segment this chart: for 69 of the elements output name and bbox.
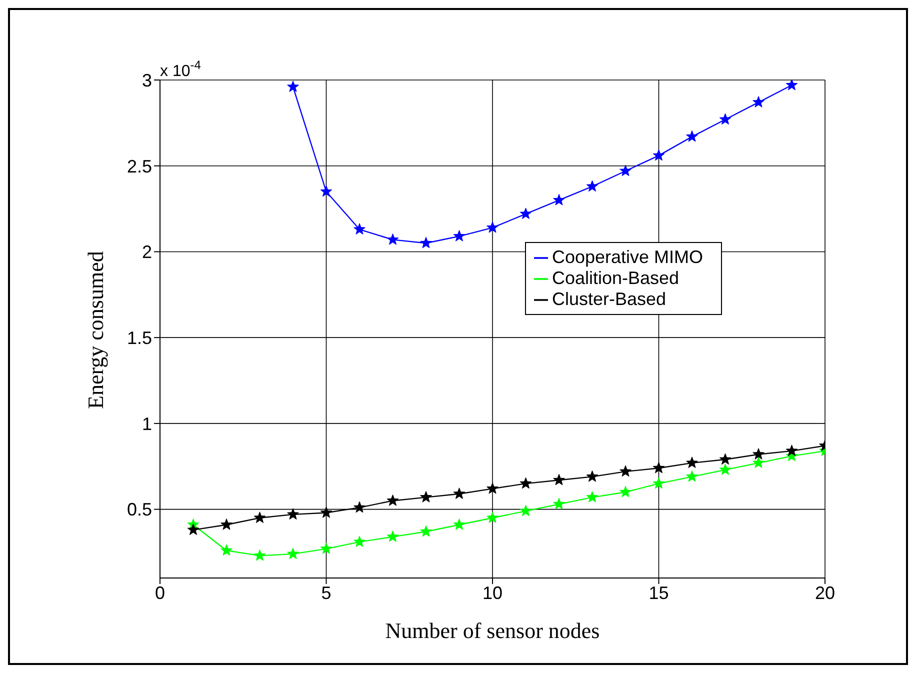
point [520,504,532,516]
point [553,474,565,486]
point [420,491,432,502]
y-tick-label: 0.5 [126,500,152,520]
point [620,486,632,498]
y-tick-label: 2.5 [126,156,152,176]
point [354,501,366,513]
y-tick-label: 3 [142,70,152,90]
point [686,456,698,468]
point [420,525,432,537]
point [486,512,498,523]
point [453,230,466,242]
point [686,130,698,142]
point [620,465,632,477]
point [287,508,299,520]
legend-label: Cluster-Based [552,289,666,309]
point [586,491,598,502]
annotation: x 10$^{-4}$ [160,58,202,80]
point [686,470,698,482]
point [220,518,232,530]
legend-label: Cooperative MIMO [552,247,704,267]
y-tick-label: 2 [142,242,152,262]
point [354,223,366,235]
point [486,482,498,494]
point [287,80,299,92]
point [520,477,532,489]
point [187,524,200,536]
y-axis-title: Energy consumed [82,251,108,409]
point [719,113,732,125]
point [652,462,665,474]
point [254,512,266,523]
point [719,453,732,465]
point [320,542,332,554]
point [320,506,332,518]
point [420,236,432,248]
x-tick-label: 5 [321,582,332,603]
x-tick-label: 10 [482,582,503,603]
point [586,470,598,482]
point [553,194,565,206]
point [486,221,498,233]
point [652,477,665,489]
point [786,444,798,456]
point [287,548,299,560]
point [652,149,665,161]
point [386,494,399,506]
point [386,233,399,245]
point [220,544,232,556]
point [453,518,466,530]
point [620,164,632,176]
y-tick-label: 1.5 [126,328,152,348]
point [520,208,532,220]
point [386,530,399,542]
point [320,185,332,197]
point [586,180,598,192]
point [254,549,266,561]
point [752,448,764,460]
y-tick-label: 1 [142,414,152,434]
point [453,488,466,499]
x-tick-label: 20 [814,582,836,603]
point [354,536,366,548]
legend-label: Coalition-Based [552,268,680,288]
x-tick-label: 0 [154,582,166,603]
point [553,498,565,510]
point [752,456,764,468]
point [786,80,798,90]
x-tick-label: 15 [648,582,669,603]
x-axis-title: Number of sensor nodes [385,618,600,643]
point [719,464,732,475]
point [752,96,764,108]
